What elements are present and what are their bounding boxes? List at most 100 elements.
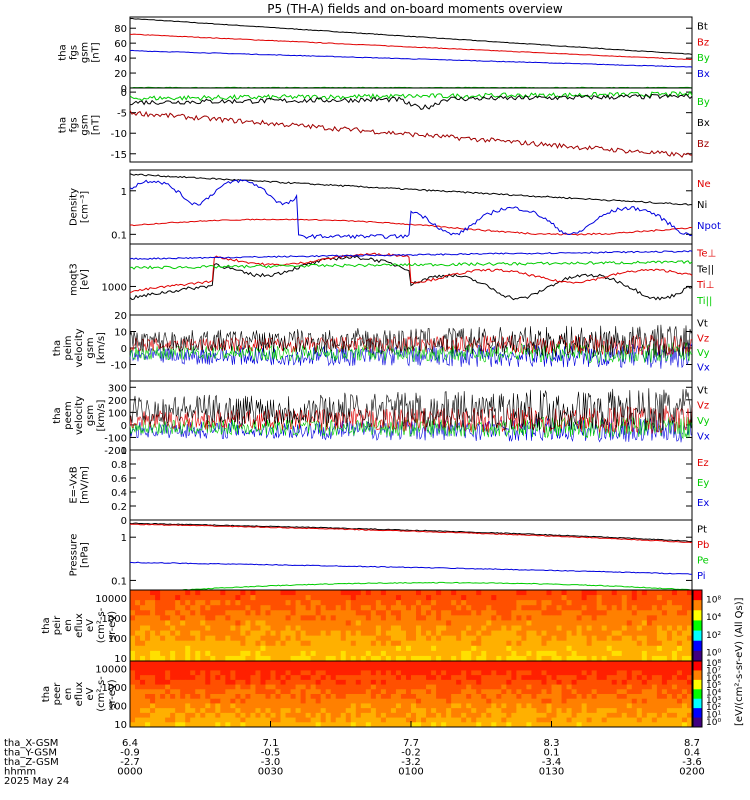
series-fgs2-Bx [129, 93, 693, 110]
heat-cell-peir [265, 610, 271, 616]
heat-cell-peir [130, 620, 136, 626]
heat-cell-peir [671, 630, 678, 637]
heat-cell-peer [165, 708, 171, 714]
heat-cell-peir [561, 590, 568, 596]
heat-cell-peer [270, 675, 277, 681]
heat-cell-peer [360, 670, 367, 676]
heat-cell-peir [421, 605, 427, 611]
heat-cell-peir [456, 645, 462, 652]
ylabel-fgs2: tha [58, 117, 69, 133]
heat-cell-peer [240, 698, 246, 704]
heat-cell-peir [451, 640, 457, 647]
heat-cell-peer [335, 684, 342, 690]
heat-cell-peer [636, 703, 643, 709]
heat-cell-peir [466, 610, 472, 616]
heat-cell-peer [551, 717, 558, 723]
heat-cell-peir [150, 635, 156, 642]
heat-cell-peer [586, 661, 593, 667]
heat-cell-peer [621, 679, 628, 686]
heat-cell-peer [476, 694, 482, 700]
heat-cell-peir [340, 620, 347, 626]
heat-cell-peer [621, 722, 628, 728]
heat-cell-peir [300, 620, 307, 626]
heat-cell-peer [390, 670, 397, 676]
heat-cell-peir [240, 610, 246, 616]
heat-cell-peer [601, 689, 608, 695]
heat-cell-peir [626, 640, 633, 647]
heat-cell-peer [466, 703, 472, 709]
heat-cell-peir [350, 640, 357, 647]
heat-cell-peer [145, 689, 151, 695]
heat-cell-peir [446, 655, 452, 662]
heat-cell-peer [185, 689, 191, 695]
heat-cell-peer [350, 694, 357, 700]
heat-cell-peer [636, 684, 643, 690]
heat-cell-peir [621, 595, 628, 601]
ylabel-peem: velocity [74, 396, 85, 435]
heat-cell-peer [556, 717, 563, 723]
heat-cell-peir [526, 620, 532, 626]
heat-cell-peer [185, 694, 191, 700]
heat-cell-peir [556, 615, 563, 621]
heat-cell-peir [436, 620, 442, 626]
heat-cell-peer [521, 708, 527, 714]
heat-cell-peir [436, 610, 442, 616]
heat-cell-peer [531, 722, 537, 728]
heat-cell-peir [260, 645, 266, 652]
heat-cell-peir [646, 655, 653, 662]
heat-cell-peir [586, 640, 593, 647]
heat-cell-peer [315, 703, 322, 709]
heat-cell-peer [210, 675, 216, 681]
heat-cell-peer [526, 670, 532, 676]
heat-cell-peer [556, 703, 563, 709]
heat-cell-peer [355, 689, 362, 695]
heat-cell-peir [175, 605, 181, 611]
heat-cell-peir [375, 595, 382, 601]
heat-cell-peir [395, 650, 402, 657]
heat-cell-peir [200, 635, 206, 642]
heat-cell-peer [380, 717, 387, 723]
heat-cell-peir [616, 615, 623, 621]
heat-cell-peer [611, 698, 618, 704]
heat-cell-peir [150, 625, 156, 632]
heat-cell-peer [421, 665, 427, 671]
xaxis-value: -3.2 [401, 757, 421, 768]
heat-cell-peer [265, 712, 271, 719]
heat-cell-peir [541, 615, 547, 621]
heat-cell-peir [481, 615, 487, 621]
heat-cell-peer [230, 703, 236, 709]
heat-cell-peir [581, 600, 588, 606]
heat-cell-peir [676, 605, 683, 611]
heat-cell-peir [150, 600, 156, 606]
heat-cell-peir [375, 645, 382, 652]
heat-cell-peir [195, 615, 201, 621]
heat-cell-peer [481, 698, 487, 704]
heat-cell-peir [516, 625, 522, 632]
heat-cell-peir [305, 625, 312, 632]
ytick-label-dens: 0.1 [111, 230, 127, 241]
heat-cell-peir [390, 595, 397, 601]
heat-cell-peir [501, 625, 507, 632]
heat-cell-peer [676, 694, 683, 700]
heat-cell-peer [390, 712, 397, 719]
heat-cell-peir [315, 610, 322, 616]
heat-cell-peer [200, 684, 206, 690]
heat-cell-peer [400, 689, 407, 695]
heat-cell-peer [456, 694, 462, 700]
heat-cell-peer [421, 722, 427, 728]
heat-cell-peer [496, 661, 502, 667]
heat-cell-peer [431, 722, 437, 728]
heat-cell-peer [481, 717, 487, 723]
heat-cell-peir [501, 600, 507, 606]
heat-cell-peir [536, 625, 542, 632]
heat-cell-peir [235, 605, 241, 611]
heat-cell-peer [330, 675, 337, 681]
heat-cell-peer [295, 712, 302, 719]
ylabel-fgs1: fgs [69, 45, 80, 60]
heat-cell-peir [290, 635, 297, 642]
heat-cell-peer [501, 717, 507, 723]
heat-cell-peir [621, 590, 628, 596]
ylabel-peer: eflux [74, 682, 85, 707]
heat-cell-peir [426, 625, 432, 632]
heat-cell-peir [340, 645, 347, 652]
